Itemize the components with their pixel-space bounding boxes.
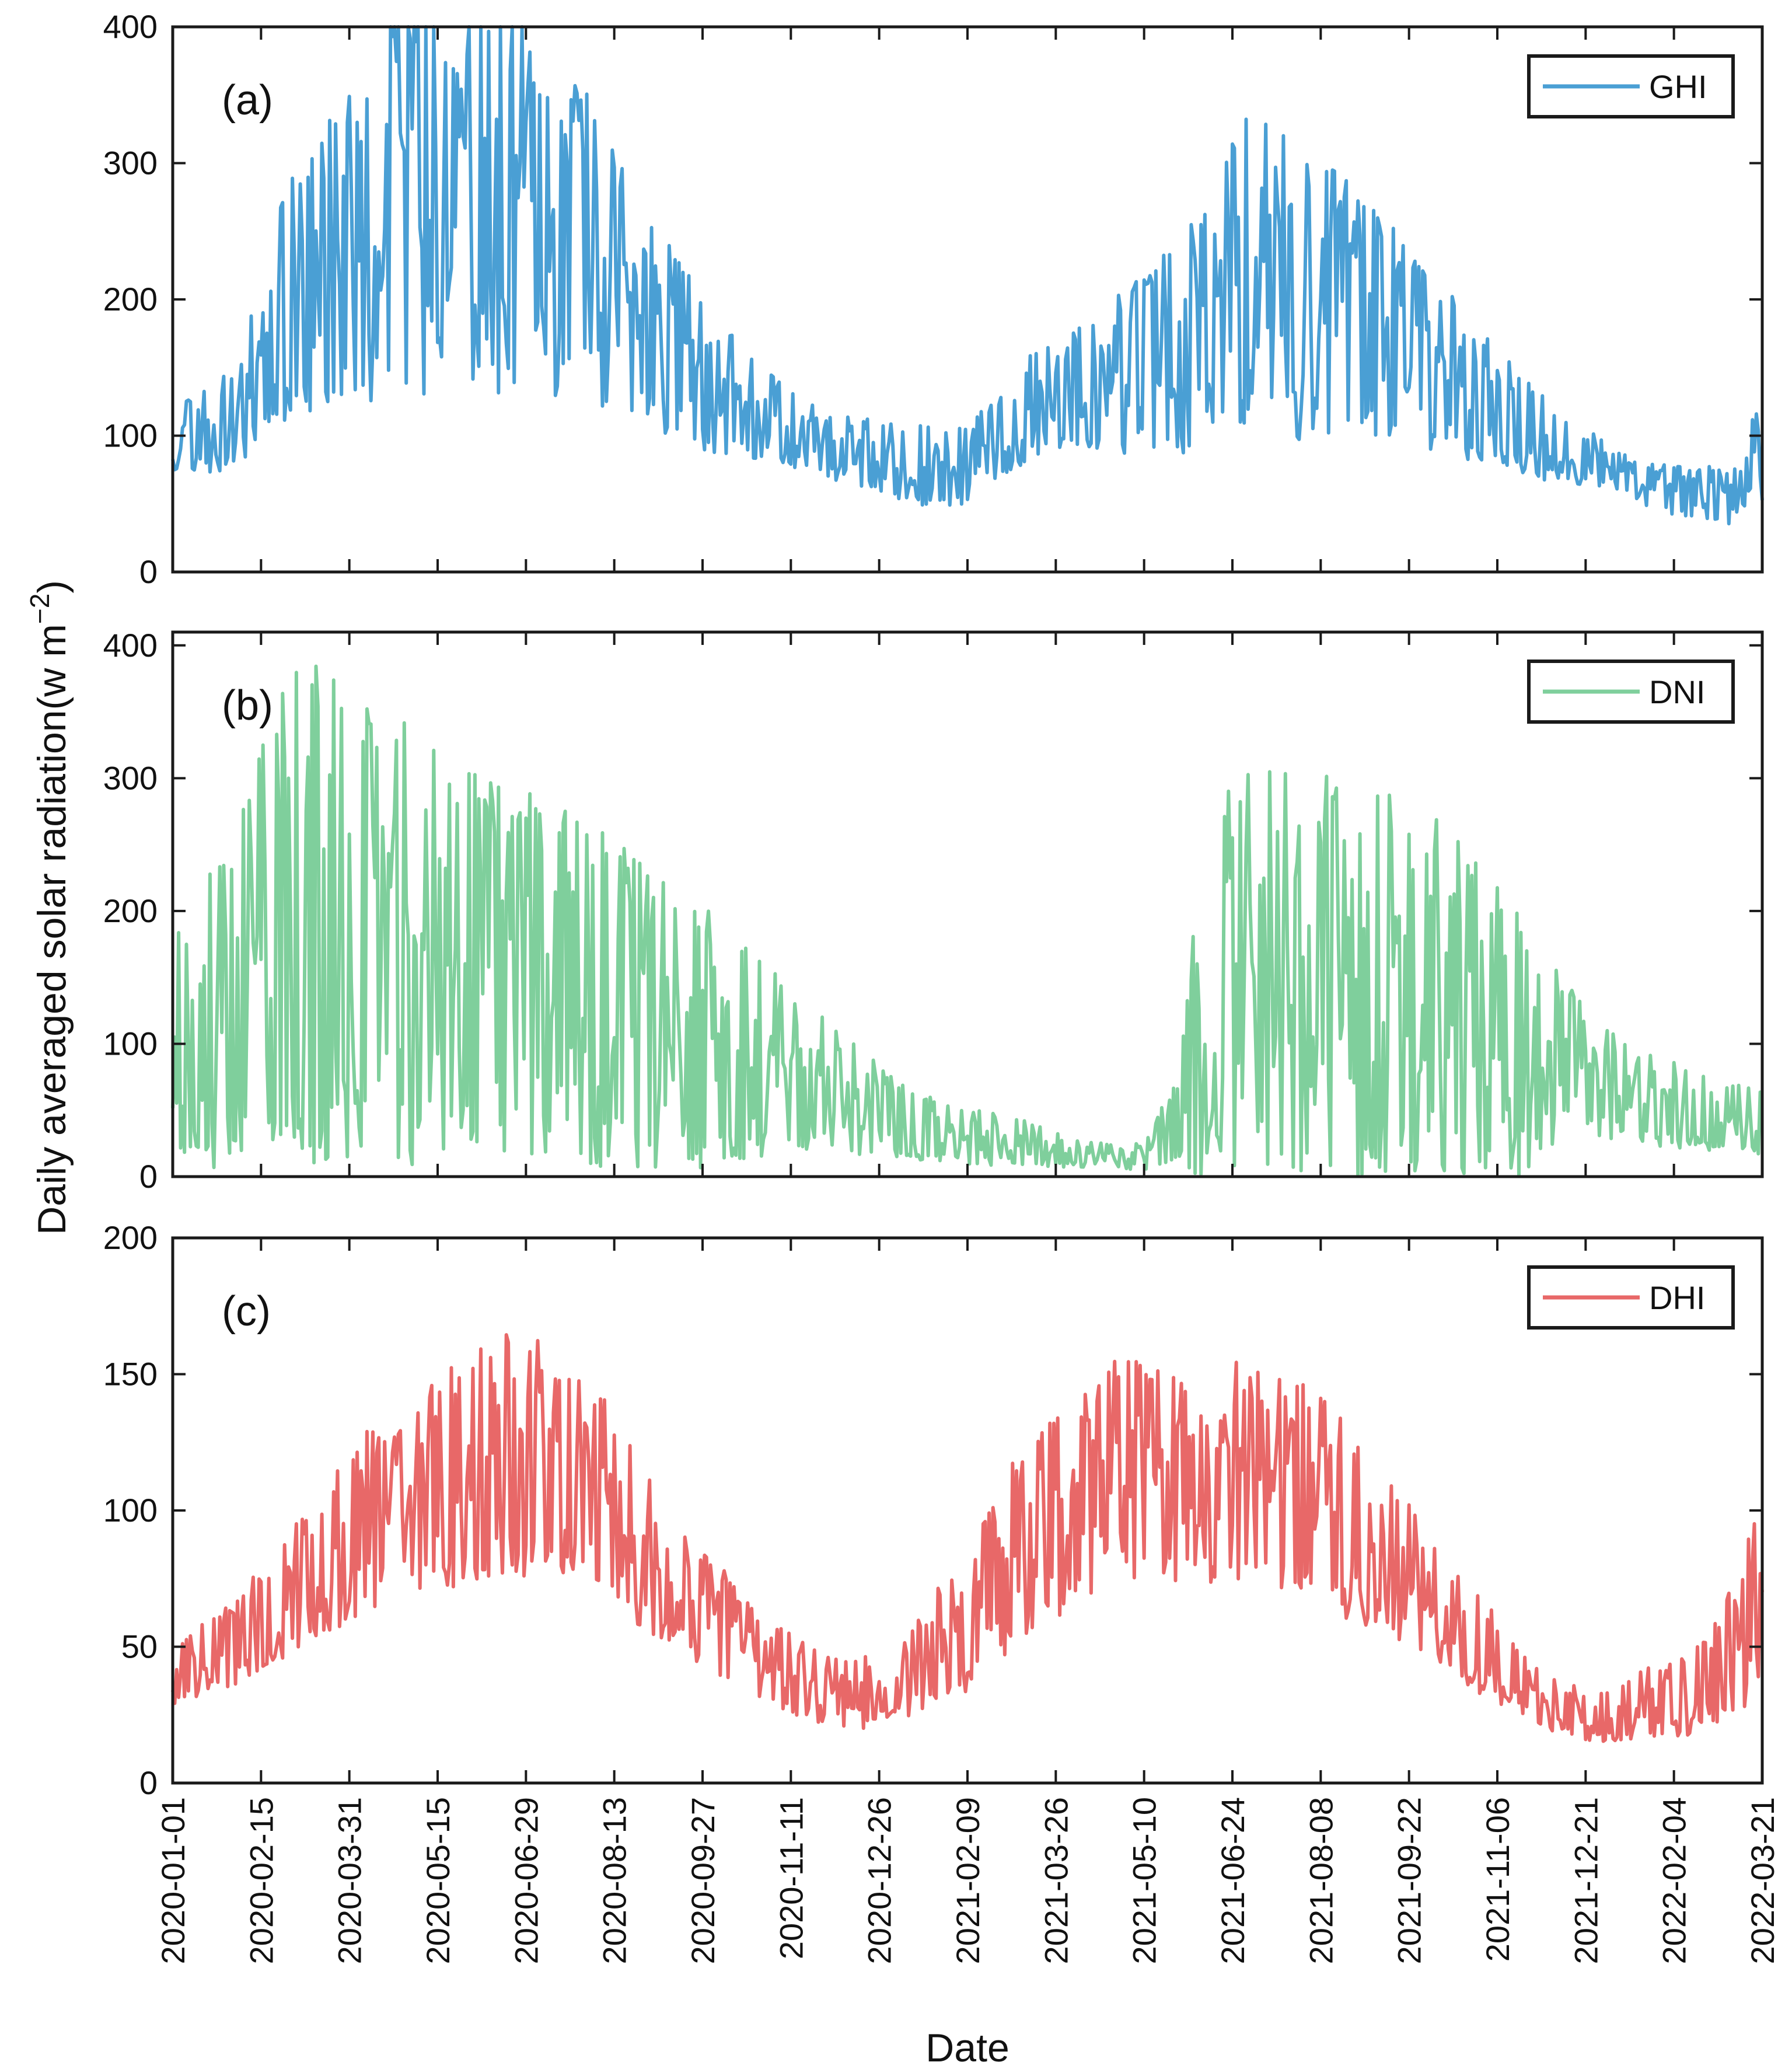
y-tick-label: 100: [103, 1492, 158, 1529]
x-axis-title: Date: [925, 2026, 1009, 2069]
y-tick-label: 150: [103, 1356, 158, 1393]
panel-label: (b): [222, 682, 273, 729]
y-tick-label: 0: [139, 553, 158, 590]
panel-ghi: 0 100 200 300 400 (a) GHI: [103, 8, 1764, 590]
y-tick-label: 0: [139, 1764, 158, 1801]
panel-label: (a): [222, 77, 273, 124]
legend-label: DHI: [1649, 1279, 1705, 1316]
legend: DHI: [1527, 1265, 1735, 1330]
x-tick-label: 2021-11-06: [1479, 1797, 1516, 1962]
series-line-dhi: [171, 1333, 1764, 1743]
x-tick-label: 2020-06-29: [508, 1797, 544, 1964]
x-tick-label: 2021-06-24: [1214, 1797, 1251, 1964]
x-tick-label: 2020-03-31: [331, 1797, 368, 1964]
legend-label: DNI: [1649, 674, 1705, 710]
x-tick-label: 2021-09-22: [1391, 1797, 1428, 1964]
y-tick-label: 200: [103, 1219, 158, 1256]
y-tick-label: 100: [103, 1025, 158, 1062]
y-tick-label: 200: [103, 281, 158, 317]
x-tick-label: 2020-05-15: [420, 1797, 456, 1964]
series-line-ghi: [171, 25, 1764, 526]
x-tick-label: 2021-03-26: [1038, 1797, 1074, 1964]
y-tick-label: 100: [103, 417, 158, 454]
x-tick-label: 2022-02-04: [1656, 1797, 1693, 1964]
chart-panels: 0 100 200 300 400 (a) GHI 0 100 200 300 400 (b) DNI 0 5…: [103, 8, 1764, 1801]
panel-dhi: 0 50 100 150 200 (c) DHI: [103, 1219, 1764, 1801]
panel-dni: 0 100 200 300 400 (b) DNI: [103, 627, 1764, 1195]
x-tick-label: 2021-05-10: [1126, 1797, 1163, 1964]
x-tick-label: 2021-02-09: [949, 1797, 986, 1964]
x-tick-label: 2020-01-01: [155, 1797, 191, 1964]
x-tick-label: 2020-02-15: [243, 1797, 280, 1964]
y-axis-title: Daily averaged solar radiation(w m−2): [25, 580, 74, 1235]
x-tick-label: 2021-12-21: [1567, 1797, 1604, 1964]
y-tick-label: 50: [121, 1628, 158, 1665]
y-tick-label: 300: [103, 145, 158, 182]
y-tick-label: 400: [103, 8, 158, 45]
x-tick-label: 2021-08-08: [1302, 1797, 1339, 1964]
y-tick-label: 0: [139, 1158, 158, 1195]
x-tick-label: 2020-11-11: [773, 1797, 809, 1959]
legend-label: GHI: [1649, 68, 1707, 105]
x-tick-label: 2020-12-26: [861, 1797, 898, 1964]
x-tick-label: 2020-09-27: [684, 1797, 721, 1964]
panel-label: (c): [222, 1288, 271, 1335]
legend: DNI: [1527, 660, 1735, 724]
legend: GHI: [1527, 54, 1735, 118]
x-tick-label: 2022-03-21: [1744, 1797, 1781, 1964]
y-tick-label: 400: [103, 627, 158, 664]
x-axis: 2020-01-01 2020-02-15 2020-03-31 2020-05-15…: [155, 1797, 1781, 1964]
y-tick-label: 300: [103, 759, 158, 796]
x-tick-label: 2020-08-13: [596, 1797, 633, 1964]
series-line-dni: [171, 664, 1763, 1178]
y-tick-label: 200: [103, 892, 158, 929]
